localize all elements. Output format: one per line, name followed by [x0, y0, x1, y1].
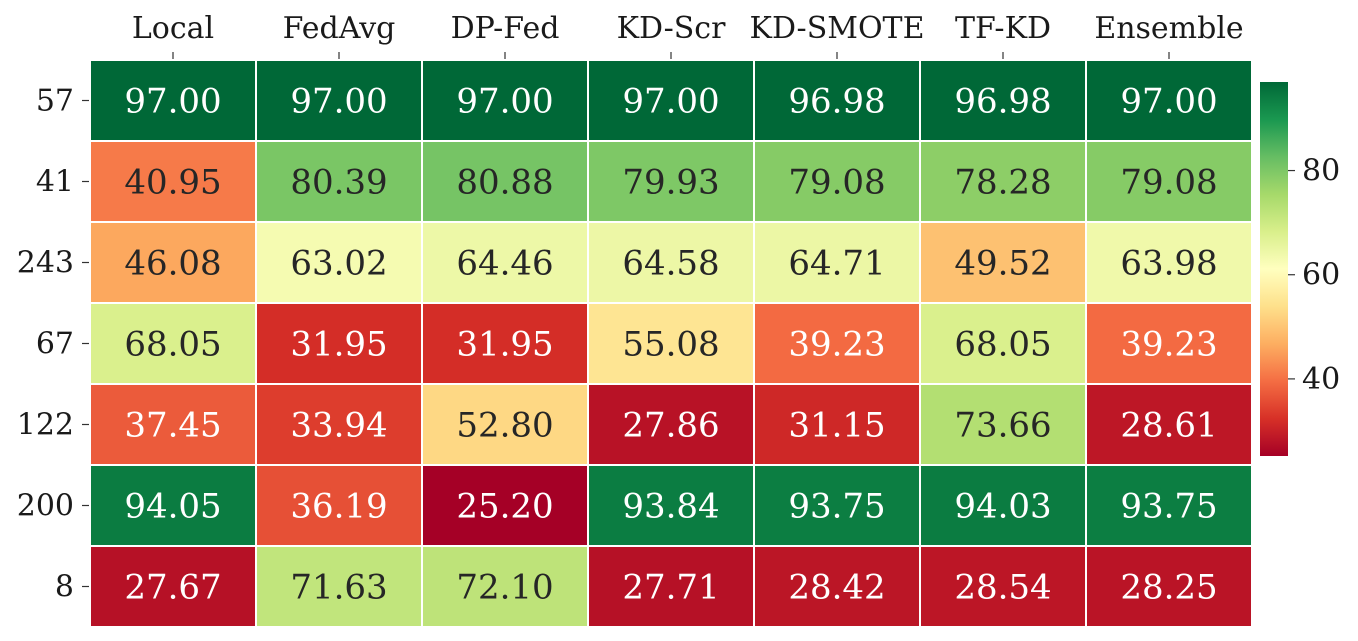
cell-value-label: 39.23 — [1120, 325, 1217, 365]
colorbar-gradient — [1260, 82, 1288, 456]
colorbar-tick-label: 60 — [1302, 258, 1340, 293]
cell-value-label: 96.98 — [954, 82, 1051, 122]
row-label: 57 — [36, 84, 74, 119]
row-label: 67 — [36, 327, 74, 362]
row-label: 200 — [17, 489, 74, 524]
cell-value-label: 79.08 — [788, 163, 885, 203]
cell-value-label: 96.98 — [788, 82, 885, 122]
cell-value-label: 63.98 — [1120, 244, 1217, 284]
cell-value-label: 40.95 — [124, 163, 221, 203]
column-label: KD-Scr — [617, 11, 727, 46]
cell-value-label: 97.00 — [622, 82, 719, 122]
cell-value-label: 28.61 — [1120, 406, 1217, 446]
column-labels: Local FedAvg DP-Fed KD-Scr KD-SMOTE TF-KD Ense… — [132, 11, 1244, 60]
colorbar-tick-label: 80 — [1302, 154, 1340, 189]
cell-value-label: 33.94 — [290, 406, 387, 446]
cell-value-label: 27.86 — [622, 406, 719, 446]
cell-value-label: 80.88 — [456, 163, 553, 203]
cell-value-label: 27.67 — [124, 568, 221, 608]
cell-value-label: 46.08 — [124, 244, 221, 284]
row-label: 8 — [55, 570, 74, 605]
column-label: Ensemble — [1094, 11, 1243, 46]
column-label: KD-SMOTE — [750, 11, 925, 46]
cell-value-label: 73.66 — [954, 406, 1051, 446]
column-label: Local — [132, 11, 214, 46]
colorbar: 40 60 80 — [1260, 82, 1340, 456]
cell-value-label: 68.05 — [954, 325, 1051, 365]
column-label: FedAvg — [283, 11, 396, 46]
cell-value-label: 37.45 — [124, 406, 221, 446]
column-label: TF-KD — [955, 11, 1051, 46]
heatmap-cells: 97.00 97.00 97.00 97.00 96.98 96.98 97.00 40.95… — [90, 60, 1252, 627]
cell-value-label: 78.28 — [954, 163, 1051, 203]
cell-value-label: 49.52 — [954, 244, 1051, 284]
colorbar-tick-label: 40 — [1302, 362, 1340, 397]
cell-value-label: 94.05 — [124, 487, 221, 527]
column-label: DP-Fed — [451, 11, 560, 46]
cell-value-label: 80.39 — [290, 163, 387, 203]
cell-value-label: 93.84 — [622, 487, 719, 527]
cell-value-label: 55.08 — [622, 325, 719, 365]
cell-value-label: 31.15 — [788, 406, 885, 446]
cell-value-label: 64.46 — [456, 244, 553, 284]
cell-value-label: 31.95 — [456, 325, 553, 365]
cell-value-label: 63.02 — [290, 244, 387, 284]
cell-value-label: 93.75 — [1120, 487, 1217, 527]
cell-value-label: 97.00 — [290, 82, 387, 122]
cell-value-label: 93.75 — [788, 487, 885, 527]
cell-value-label: 97.00 — [124, 82, 221, 122]
cell-value-label: 94.03 — [954, 487, 1051, 527]
row-label: 122 — [17, 408, 74, 443]
cell-value-label: 25.20 — [456, 487, 553, 527]
cell-value-label: 64.58 — [622, 244, 719, 284]
cell-value-label: 36.19 — [290, 487, 387, 527]
cell-value-label: 64.71 — [788, 244, 885, 284]
row-labels: 57 41 243 67 122 200 8 — [17, 84, 90, 605]
cell-value-label: 31.95 — [290, 325, 387, 365]
cell-value-label: 79.08 — [1120, 163, 1217, 203]
cell-value-label: 28.42 — [788, 568, 885, 608]
cell-value-label: 27.71 — [622, 568, 719, 608]
cell-value-label: 79.93 — [622, 163, 719, 203]
cell-value-label: 39.23 — [788, 325, 885, 365]
cell-value-label: 72.10 — [456, 568, 553, 608]
row-label: 243 — [17, 246, 74, 281]
row-label: 41 — [36, 165, 74, 200]
cell-value-label: 68.05 — [124, 325, 221, 365]
cell-value-label: 97.00 — [1120, 82, 1217, 122]
cell-value-label: 28.54 — [954, 568, 1051, 608]
cell-value-label: 28.25 — [1120, 568, 1217, 608]
cell-value-label: 71.63 — [290, 568, 387, 608]
cell-value-label: 97.00 — [456, 82, 553, 122]
cell-value-label: 52.80 — [456, 406, 553, 446]
